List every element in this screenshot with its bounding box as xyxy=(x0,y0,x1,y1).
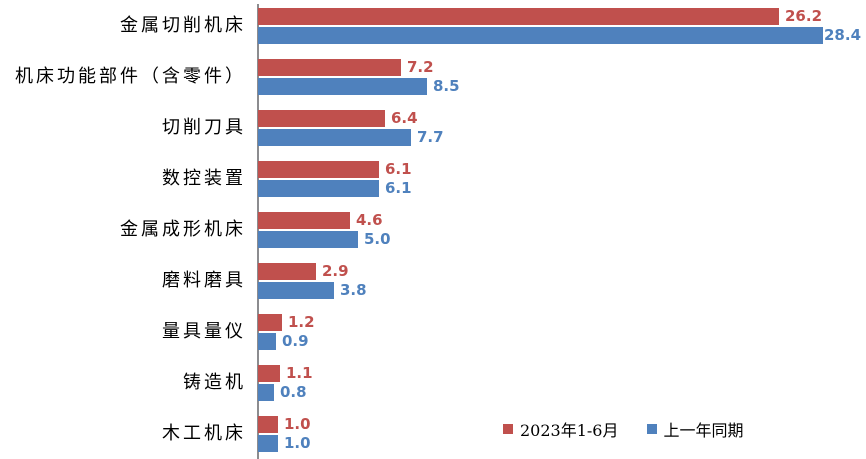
bar-value-label: 6.4 xyxy=(391,109,418,127)
bar-value-label: 6.1 xyxy=(385,179,412,197)
bar-prior-period xyxy=(258,27,823,44)
bar-prior-period xyxy=(258,384,274,401)
bar-current-period xyxy=(258,263,316,280)
bar-value-label: 8.5 xyxy=(433,77,460,95)
bar-value-label: 6.1 xyxy=(385,160,412,178)
bar-value-label: 2.9 xyxy=(322,262,349,280)
legend: 2023年1-6月 上一年同期 xyxy=(503,417,744,441)
legend-swatch-prior-period-icon xyxy=(646,424,657,434)
legend-swatch-current-period-icon xyxy=(503,424,513,434)
category-label: 数控装置 xyxy=(162,168,246,189)
category-label: 木工机床 xyxy=(162,423,246,444)
bar-current-period xyxy=(258,59,401,76)
bar-value-label: 7.7 xyxy=(417,128,444,146)
legend-item-prior-period: 上一年同期 xyxy=(646,417,744,441)
bar-current-period xyxy=(258,365,280,382)
bar-current-period xyxy=(258,212,350,229)
bar-value-label: 1.0 xyxy=(284,415,311,433)
bar-prior-period xyxy=(258,282,334,299)
bar-prior-period xyxy=(258,129,411,146)
bar-value-label: 5.0 xyxy=(364,230,391,248)
bar-current-period xyxy=(258,8,779,25)
bar-current-period xyxy=(258,416,278,433)
bar-prior-period xyxy=(258,333,276,350)
bar-current-period xyxy=(258,314,282,331)
category-label: 铸造机 xyxy=(183,372,246,393)
bar-value-label: 7.2 xyxy=(407,58,434,76)
bar-value-label: 3.8 xyxy=(340,281,367,299)
category-label: 磨料磨具 xyxy=(162,270,246,291)
bar-value-label: 1.0 xyxy=(284,434,311,452)
bar-current-period xyxy=(258,161,379,178)
legend-label-current-period: 2023年1-6月 xyxy=(520,421,619,440)
bar-value-label: 0.9 xyxy=(282,332,309,350)
bar-value-label: 26.2 xyxy=(785,7,823,25)
bar-value-label: 1.2 xyxy=(288,313,315,331)
bar-prior-period xyxy=(258,435,278,452)
category-label: 金属成形机床 xyxy=(120,219,246,240)
bar-current-period xyxy=(258,110,385,127)
category-label: 切削刀具 xyxy=(162,117,246,138)
bar-prior-period xyxy=(258,180,379,197)
legend-label-prior-period: 上一年同期 xyxy=(663,421,744,440)
bar-prior-period xyxy=(258,78,427,95)
bar-value-label: 4.6 xyxy=(356,211,383,229)
bar-prior-period xyxy=(258,231,358,248)
bar-value-label: 1.1 xyxy=(286,364,313,382)
category-label: 量具量仪 xyxy=(162,321,246,342)
category-label: 机床功能部件（含零件） xyxy=(15,66,246,87)
bar-value-label: 28.4 xyxy=(824,26,862,44)
legend-item-current-period: 2023年1-6月 xyxy=(503,417,619,441)
bar-value-label: 0.8 xyxy=(280,383,307,401)
category-label: 金属切削机床 xyxy=(120,15,246,36)
